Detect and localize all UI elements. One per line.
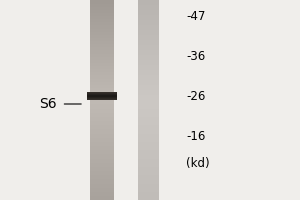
Text: (kd): (kd) — [186, 158, 210, 170]
Text: -16: -16 — [186, 130, 206, 142]
Text: -26: -26 — [186, 90, 206, 102]
Text: S6: S6 — [39, 97, 57, 111]
Text: -36: -36 — [186, 49, 205, 62]
Text: -47: -47 — [186, 9, 206, 22]
